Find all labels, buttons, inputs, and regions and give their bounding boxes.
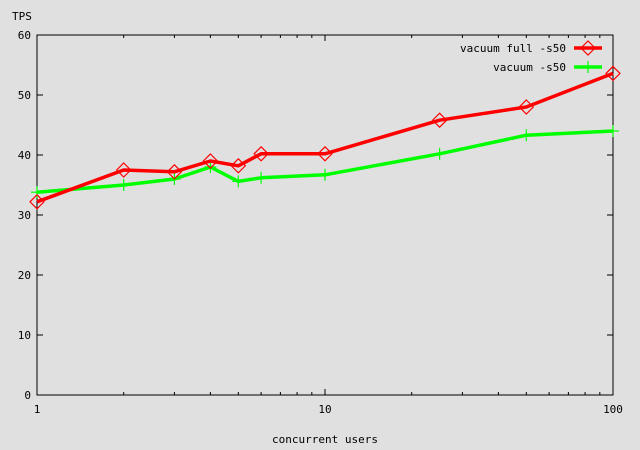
data-point <box>29 193 45 210</box>
data-point <box>319 168 331 181</box>
y-tick-label: 40 <box>18 149 31 162</box>
data-point <box>230 157 247 174</box>
x-tick-label: 1 <box>34 403 41 416</box>
x-axis-label: concurrent users <box>272 433 378 446</box>
data-point <box>607 125 619 137</box>
legend-label: vacuum full -s50 <box>460 42 566 55</box>
y-axis-label: TPS <box>12 10 32 23</box>
y-tick-label: 60 <box>18 29 31 42</box>
legend-marker <box>582 61 594 73</box>
data-point <box>317 145 333 162</box>
series-line-1 <box>36 129 614 194</box>
data-point <box>431 112 448 129</box>
x-tick-label: 10 <box>318 403 331 416</box>
data-point <box>166 163 183 180</box>
data-point <box>204 161 217 173</box>
legend-marker <box>580 40 596 56</box>
data-point <box>31 186 43 199</box>
data-point <box>202 153 219 169</box>
data-point <box>117 179 130 191</box>
data-point <box>232 175 245 188</box>
data-point <box>433 147 446 160</box>
data-point <box>253 145 269 162</box>
data-point <box>518 99 535 115</box>
data-point <box>520 129 533 142</box>
y-tick-label: 20 <box>18 269 31 282</box>
y-tick-label: 50 <box>18 89 31 102</box>
data-point <box>115 162 132 178</box>
y-tick-label: 10 <box>18 329 31 342</box>
data-point <box>605 65 621 82</box>
series-line-0 <box>36 71 614 204</box>
data-point <box>255 171 268 184</box>
legend-label: vacuum -s50 <box>493 61 566 74</box>
y-tick-label: 0 <box>24 389 31 402</box>
x-tick-label: 100 <box>603 403 623 416</box>
y-tick-label: 30 <box>18 209 31 222</box>
